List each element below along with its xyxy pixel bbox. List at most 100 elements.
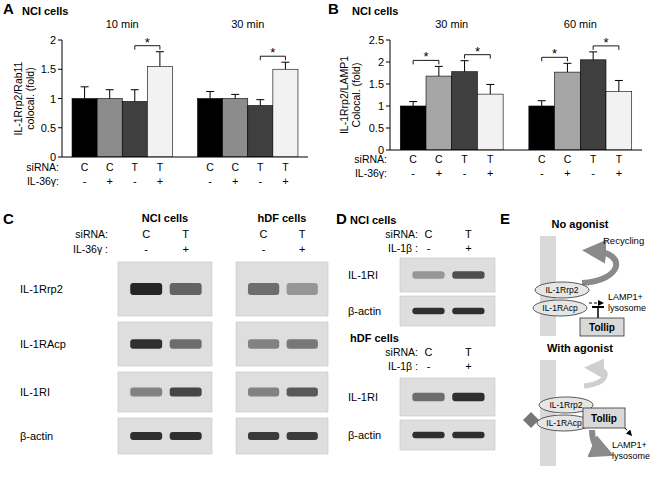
y-axis-label: colocal. (fold): [24, 67, 36, 129]
error-bar-cap: [156, 51, 164, 52]
blot-band: [170, 388, 202, 397]
bar: [426, 76, 452, 150]
x-tick-label: -: [83, 175, 87, 187]
lane-label: -: [262, 243, 266, 255]
blot-strip: [118, 262, 212, 316]
lane-label: C: [142, 228, 150, 240]
error-bar: [281, 62, 289, 69]
error-bar-cap: [131, 89, 139, 90]
error-bar-cap: [281, 62, 289, 63]
error-bar-stem: [210, 91, 211, 98]
tollip-box: [583, 408, 625, 428]
state-title: With agonist: [547, 342, 613, 354]
blot-band: [248, 388, 279, 397]
figure: ANCI cellsIL-1Rrp2/Rab11colocal. (fold)0…: [0, 0, 650, 488]
bar: [529, 106, 555, 150]
bar: [122, 101, 147, 157]
error-bar-stem: [235, 94, 236, 98]
blot-band: [170, 339, 202, 349]
blot-title: NCI cells: [350, 214, 396, 226]
y-tick: [386, 84, 390, 85]
blot-row-label: IL-1Rrp2: [20, 283, 63, 295]
panel-label: B: [328, 0, 339, 17]
blot-band: [170, 432, 202, 440]
blot-strip: [400, 296, 495, 326]
error-bar-cap: [256, 99, 264, 100]
recycling-label: Recycling: [603, 235, 644, 246]
error-bar-stem: [134, 90, 135, 102]
error-bar-cap: [206, 91, 214, 92]
significance-star: *: [552, 46, 557, 61]
significance-star: *: [423, 49, 428, 64]
error-bar-stem: [438, 66, 439, 76]
y-tick: [58, 40, 62, 41]
blot-band: [452, 271, 484, 278]
x-tick-label: C: [564, 153, 572, 165]
blot-strip: [400, 420, 495, 450]
x-axis: [390, 150, 642, 151]
y-tick: [58, 127, 62, 128]
error-bar: [81, 87, 89, 99]
y-tick: [386, 62, 390, 63]
receptor: [535, 282, 589, 298]
row-label: IL-36γ:: [27, 175, 59, 187]
error-bar-stem: [285, 62, 286, 69]
group-label: 60 min: [564, 18, 597, 30]
tollip-label: Tollip: [589, 322, 615, 333]
y-tick: [58, 98, 62, 99]
error-bar: [486, 84, 494, 94]
destination-label: lysosome: [612, 451, 650, 461]
error-bar-cap: [106, 89, 114, 90]
x-tick-label: -: [258, 175, 262, 187]
blot-band: [130, 339, 162, 349]
row-label: siRNA:: [26, 161, 59, 173]
bar: [97, 99, 122, 158]
significance-star: *: [145, 35, 150, 50]
condition-label: siRNA:: [75, 228, 108, 240]
y-tick-label: 2.5: [369, 34, 384, 46]
error-bar-cap: [231, 94, 239, 95]
blot-row-label: IL-1RI: [348, 269, 378, 281]
inhibition-bar: [592, 306, 604, 308]
x-tick-label: -: [133, 175, 137, 187]
bar: [477, 94, 503, 150]
bar: [400, 106, 426, 150]
significance-star: *: [270, 45, 275, 60]
blot-row-label: β-actin: [348, 305, 381, 317]
y-tick-label: 1.5: [41, 63, 56, 75]
error-bar-cap: [615, 80, 623, 81]
error-bar-stem: [567, 63, 568, 72]
x-tick-label: +: [232, 175, 238, 187]
x-tick-label: C: [206, 161, 214, 173]
destination-label: LAMP1+: [612, 440, 647, 450]
blot-panel: CsiRNA:IL-36γ :IL-1Rrp2IL-1RAcpIL-1RIβ-a…: [3, 210, 328, 454]
y-tick: [386, 128, 390, 129]
blot-band: [412, 271, 444, 278]
blot-band: [170, 283, 202, 295]
tollip-label: Tollip: [591, 413, 617, 424]
blot-strip: [400, 258, 495, 292]
error-bar-cap: [461, 60, 469, 61]
blot-band: [248, 283, 279, 295]
lane-label: -: [144, 243, 148, 255]
destination-label: LAMP1+: [608, 292, 643, 302]
chart-title: NCI cells: [22, 5, 68, 17]
bar: [580, 60, 606, 150]
blot-band: [287, 283, 318, 295]
x-tick-label: T: [616, 153, 623, 165]
recycling-arrow: [582, 251, 616, 283]
panel-label: E: [500, 210, 510, 227]
trafficking-arrow: [625, 428, 632, 436]
x-tick-label: +: [487, 167, 493, 179]
error-bar-cap: [81, 86, 89, 87]
error-bar: [409, 102, 417, 106]
y-tick-label: 1.5: [369, 78, 384, 90]
y-tick: [386, 40, 390, 41]
blot-band: [412, 393, 444, 401]
lane-label: C: [260, 228, 268, 240]
panel-label: C: [3, 210, 14, 227]
blot-band: [287, 388, 318, 397]
plot-area: [400, 52, 631, 150]
blot-band: [452, 393, 484, 401]
x-tick-label: +: [616, 167, 622, 179]
